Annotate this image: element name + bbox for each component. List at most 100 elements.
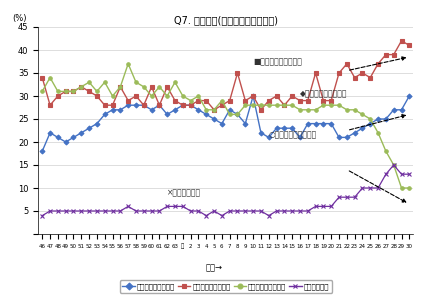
社会に役立つ — [219, 214, 225, 217]
社会に役立つ — [204, 214, 209, 217]
楽しい生活をしたい — [282, 103, 287, 107]
経済的に豊かになる — [399, 108, 404, 112]
楽しい生活をしたい — [368, 76, 373, 80]
Text: ×社会に役立つ: ×社会に役立つ — [167, 188, 201, 197]
社会に役立つ — [40, 214, 45, 217]
社会に役立つ — [157, 209, 162, 213]
経済的に豊かになる — [110, 108, 115, 112]
Line: 社会に役立つ: 社会に役立つ — [40, 163, 412, 218]
自分の能力をためす — [321, 103, 326, 107]
楽しい生活をしたい — [329, 99, 334, 102]
社会に役立つ — [227, 209, 232, 213]
楽しい生活をしたい — [157, 103, 162, 107]
社会に役立つ — [235, 209, 240, 213]
社会に役立つ — [360, 186, 365, 190]
社会に役立つ — [266, 214, 271, 217]
自分の能力をためす — [227, 112, 232, 116]
経済的に豊かになる — [235, 112, 240, 116]
自分の能力をためす — [376, 131, 381, 135]
自分の能力をためす — [250, 103, 256, 107]
楽しい生活をしたい — [63, 90, 68, 93]
経済的に豊かになる — [149, 108, 154, 112]
楽しい生活をしたい — [173, 99, 178, 102]
自分の能力をためす — [204, 108, 209, 112]
楽しい生活をしたい — [133, 94, 138, 98]
自分の能力をためす — [305, 108, 310, 112]
社会に役立つ — [173, 205, 178, 208]
自分の能力をためす — [329, 103, 334, 107]
経済的に豊かになる — [368, 122, 373, 125]
社会に役立つ — [329, 205, 334, 208]
社会に役立つ — [337, 195, 342, 199]
経済的に豊かになる — [383, 117, 389, 121]
経済的に豊かになる — [250, 94, 256, 98]
社会に役立つ — [376, 186, 381, 190]
楽しい生活をしたい — [235, 71, 240, 75]
Line: 経済的に豊かになる: 経済的に豊かになる — [40, 94, 411, 153]
社会に役立つ — [48, 209, 53, 213]
楽しい生活をしたい — [196, 99, 201, 102]
社会に役立つ — [141, 209, 147, 213]
楽しい生活をしたい — [391, 53, 396, 56]
自分の能力をためす — [40, 90, 45, 93]
社会に役立つ — [196, 209, 201, 213]
自分の能力をためす — [282, 103, 287, 107]
楽しい生活をしたい — [266, 99, 271, 102]
楽しい生活をしたい — [321, 99, 326, 102]
経済的に豊かになる — [118, 108, 123, 112]
自分の能力をためす — [258, 103, 263, 107]
楽しい生活をしたい — [297, 99, 302, 102]
経済的に豊かになる — [204, 112, 209, 116]
経済的に豊かになる — [258, 131, 263, 135]
楽しい生活をしたい — [407, 44, 412, 47]
経済的に豊かになる — [274, 126, 279, 130]
社会に役立つ — [383, 172, 389, 176]
自分の能力をためす — [266, 103, 271, 107]
楽しい生活をしたい — [110, 103, 115, 107]
経済的に豊かになる — [71, 136, 76, 139]
社会に役立つ — [282, 209, 287, 213]
社会に役立つ — [126, 205, 131, 208]
楽しい生活をしたい — [274, 94, 279, 98]
Text: (%): (%) — [12, 14, 26, 23]
経済的に豊かになる — [94, 122, 99, 125]
社会に役立つ — [243, 209, 248, 213]
楽しい生活をしたい — [204, 99, 209, 102]
社会に役立つ — [321, 205, 326, 208]
自分の能力をためす — [94, 90, 99, 93]
経済的に豊かになる — [352, 131, 357, 135]
経済的に豊かになる — [313, 122, 318, 125]
楽しい生活をしたい — [376, 62, 381, 66]
経済的に豊かになる — [173, 108, 178, 112]
経済的に豊かになる — [126, 103, 131, 107]
Line: 楽しい生活をしたい: 楽しい生活をしたい — [40, 39, 411, 112]
楽しい生活をしたい — [290, 94, 295, 98]
楽しい生活をしたい — [71, 90, 76, 93]
社会に役立つ — [290, 209, 295, 213]
社会に役立つ — [391, 163, 396, 167]
経済的に豊かになる — [282, 126, 287, 130]
経済的に豊かになる — [40, 149, 45, 153]
経済的に豊かになる — [55, 136, 60, 139]
経済的に豊かになる — [141, 103, 147, 107]
経済的に豊かになる — [180, 103, 185, 107]
自分の能力をためす — [243, 103, 248, 107]
経済的に豊かになる — [297, 136, 302, 139]
経済的に豊かになる — [344, 136, 349, 139]
経済的に豊かになる — [290, 126, 295, 130]
楽しい生活をしたい — [313, 71, 318, 75]
楽しい生活をしたい — [55, 94, 60, 98]
社会に役立つ — [344, 195, 349, 199]
自分の能力をためす — [212, 108, 217, 112]
経済的に豊かになる — [305, 122, 310, 125]
経済的に豊かになる — [212, 117, 217, 121]
楽しい生活をしたい — [399, 39, 404, 43]
自分の能力をためす — [297, 108, 302, 112]
経済的に豊かになる — [164, 112, 170, 116]
社会に役立つ — [94, 209, 99, 213]
社会に役立つ — [274, 209, 279, 213]
楽しい生活をしたい — [243, 99, 248, 102]
自分の能力をためす — [86, 80, 92, 84]
楽しい生活をしたい — [141, 103, 147, 107]
楽しい生活をしたい — [94, 94, 99, 98]
